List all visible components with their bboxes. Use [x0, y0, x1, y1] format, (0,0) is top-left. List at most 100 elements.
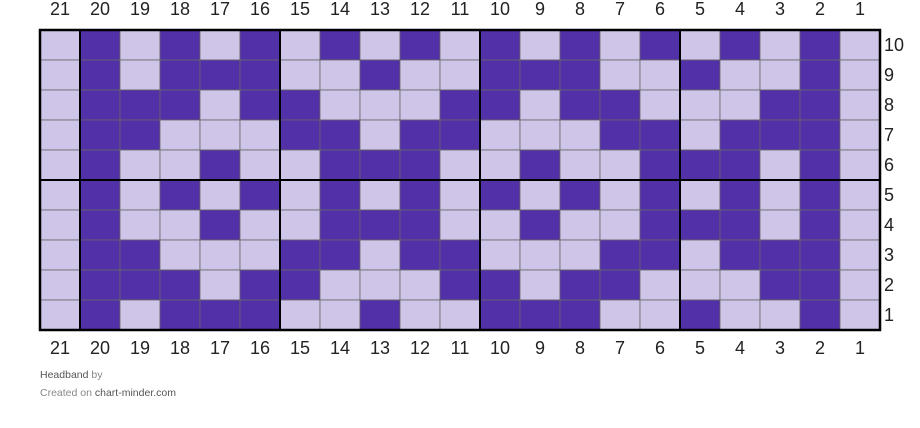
stitch-cell	[159, 149, 201, 181]
stitch-cell	[159, 299, 201, 331]
stitch-cell	[639, 209, 681, 241]
column-label: 6	[655, 0, 665, 19]
stitch-cell	[399, 269, 441, 301]
stitch-cell	[639, 239, 681, 271]
stitch-cell	[639, 269, 681, 301]
stitch-cell	[759, 179, 801, 211]
column-label: 11	[451, 338, 470, 358]
stitch-cell	[39, 89, 81, 121]
stitch-cell	[719, 179, 761, 211]
stitch-cell	[359, 59, 401, 91]
stitch-cell	[679, 299, 721, 331]
stitch-cell	[439, 89, 481, 121]
stitch-cell	[439, 29, 481, 61]
stitch-cell	[759, 29, 801, 61]
stitch-cell	[799, 149, 841, 181]
stitch-cell	[319, 239, 361, 271]
stitch-cell	[239, 269, 281, 301]
stitch-cell	[599, 209, 641, 241]
stitch-cell	[839, 299, 881, 331]
stitch-cell	[199, 89, 241, 121]
stitch-cell	[199, 269, 241, 301]
stitch-cell	[559, 119, 601, 151]
stitch-cell	[399, 239, 441, 271]
stitch-cell	[679, 89, 721, 121]
stitch-cell	[159, 179, 201, 211]
stitch-cell	[719, 149, 761, 181]
stitch-cell	[519, 179, 561, 211]
stitch-cell	[39, 299, 81, 331]
stitch-cell	[159, 239, 201, 271]
stitch-cell	[199, 299, 241, 331]
stitch-cell	[199, 209, 241, 241]
stitch-cell	[799, 299, 841, 331]
stitch-cell	[279, 149, 321, 181]
stitch-cell	[39, 209, 81, 241]
stitch-cell	[439, 59, 481, 91]
stitch-cell	[679, 149, 721, 181]
column-label: 19	[130, 0, 150, 19]
column-label: 5	[695, 0, 705, 19]
stitch-cell	[519, 209, 561, 241]
column-label: 7	[615, 338, 625, 358]
stitch-cell	[119, 269, 161, 301]
stitch-cell	[159, 89, 201, 121]
stitch-cell	[39, 269, 81, 301]
stitch-cell	[479, 149, 521, 181]
column-label: 20	[90, 338, 110, 358]
stitch-cell	[679, 59, 721, 91]
stitch-cell	[399, 29, 441, 61]
stitch-cell	[599, 59, 641, 91]
stitch-cell	[839, 239, 881, 271]
stitch-cell	[679, 119, 721, 151]
column-label: 11	[451, 0, 470, 19]
column-label: 15	[290, 0, 310, 19]
stitch-cell	[839, 59, 881, 91]
stitch-cell	[559, 59, 601, 91]
column-label: 9	[535, 338, 545, 358]
stitch-cell	[79, 29, 121, 61]
stitch-cell	[79, 299, 121, 331]
stitch-cell	[319, 119, 361, 151]
stitch-cell	[799, 269, 841, 301]
stitch-cell	[79, 179, 121, 211]
stitch-cell	[119, 59, 161, 91]
stitch-cell	[839, 29, 881, 61]
column-label: 12	[410, 0, 430, 19]
stitch-cell	[439, 179, 481, 211]
column-label: 7	[615, 0, 625, 19]
row-label: 8	[884, 95, 894, 115]
column-label: 19	[130, 338, 150, 358]
column-label: 10	[490, 338, 510, 358]
site-link[interactable]: chart-minder.com	[95, 387, 176, 399]
column-label: 20	[90, 0, 110, 19]
stitch-cell	[399, 149, 441, 181]
row-label: 9	[884, 65, 894, 85]
stitch-cell	[839, 149, 881, 181]
stitch-cell	[279, 209, 321, 241]
column-label: 17	[210, 338, 230, 358]
column-label: 4	[735, 338, 745, 358]
stitch-cell	[519, 59, 561, 91]
stitch-cell	[359, 299, 401, 331]
stitch-cell	[319, 59, 361, 91]
column-label: 13	[370, 0, 390, 19]
stitch-cell	[239, 89, 281, 121]
stitch-cell	[479, 239, 521, 271]
stitch-cell	[279, 239, 321, 271]
stitch-cell	[39, 239, 81, 271]
stitch-cell	[119, 209, 161, 241]
stitch-cell	[679, 179, 721, 211]
stitch-cell	[159, 29, 201, 61]
stitch-cell	[319, 209, 361, 241]
stitch-cell	[279, 89, 321, 121]
column-label: 18	[170, 0, 190, 19]
column-label: 3	[775, 338, 785, 358]
stitch-cell	[279, 299, 321, 331]
stitch-cell	[799, 209, 841, 241]
stitch-cell	[559, 209, 601, 241]
stitch-cell	[319, 29, 361, 61]
stitch-cell	[759, 149, 801, 181]
stitch-cell	[839, 179, 881, 211]
